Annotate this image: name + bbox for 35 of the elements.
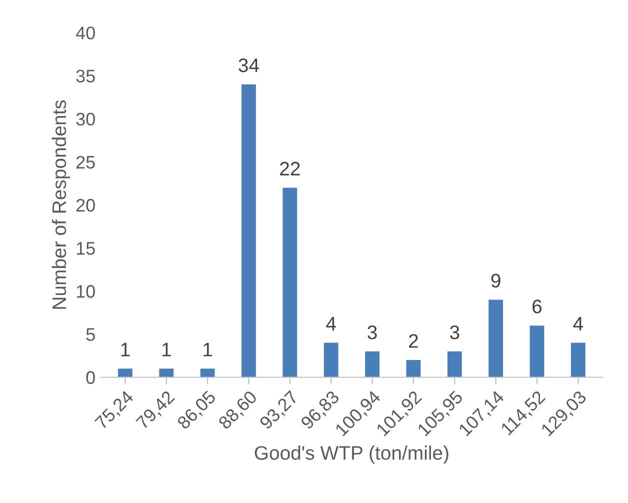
- data-label: 3: [368, 325, 377, 340]
- data-label: 9: [491, 274, 500, 288]
- bar: [365, 351, 380, 378]
- y-tick-label: 40: [76, 26, 95, 40]
- data-label: 1: [204, 342, 212, 356]
- data-label: 4: [326, 317, 336, 330]
- bar: [488, 300, 504, 378]
- y-tick-label: 25: [76, 156, 95, 169]
- y-tick-label: 35: [76, 70, 95, 82]
- bar: [447, 351, 462, 378]
- bar: [118, 368, 132, 378]
- data-label: 1: [121, 342, 130, 356]
- y-tick-label: 0: [86, 371, 95, 384]
- data-label: 6: [532, 300, 542, 314]
- bar: [159, 368, 174, 378]
- data-label: 4: [573, 317, 584, 330]
- bar: [324, 342, 338, 378]
- y-tick-label: 5: [86, 328, 95, 341]
- bar: [530, 326, 544, 378]
- bar: [200, 368, 215, 378]
- bar: [406, 360, 421, 378]
- y-tick-label: 15: [76, 242, 95, 255]
- data-label: 22: [280, 162, 300, 176]
- data-label: 3: [450, 325, 460, 340]
- bar: [282, 188, 298, 378]
- bar: [242, 84, 256, 378]
- y-tick-label: 20: [76, 198, 95, 212]
- data-label: 2: [409, 334, 418, 348]
- y-axis-title: Number of Respondents: [52, 100, 70, 309]
- data-label: 34: [238, 58, 259, 72]
- bar: [570, 342, 586, 378]
- y-tick-label: 30: [76, 112, 95, 126]
- data-label: 1: [162, 342, 171, 356]
- x-axis-title: Good's WTP (ton/mile): [254, 446, 448, 464]
- y-tick-label: 10: [76, 285, 95, 298]
